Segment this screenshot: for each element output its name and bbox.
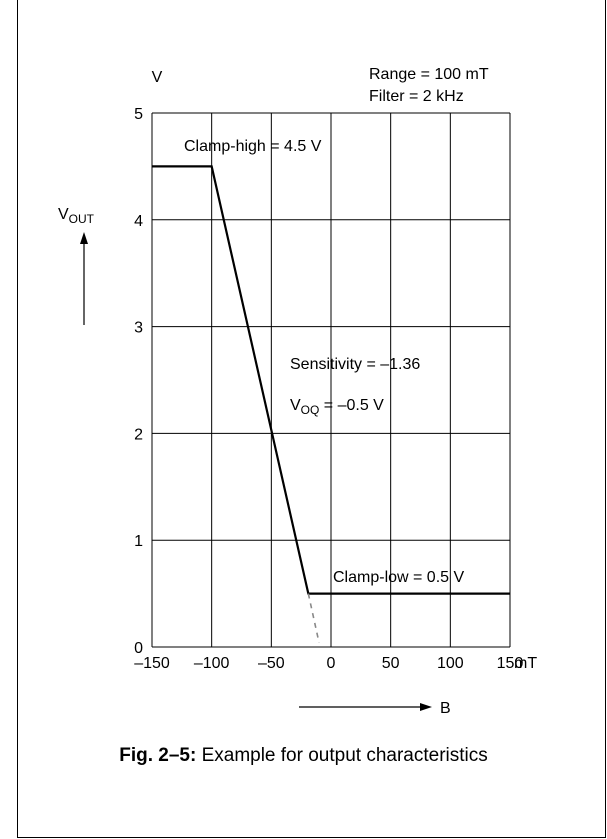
grid (151, 112, 511, 648)
series-group (152, 165, 510, 643)
x-tick-label: 50 (382, 655, 400, 672)
y-unit-label: V (152, 69, 163, 86)
figure-caption: Fig. 2–5: Example for output characteris… (0, 745, 607, 767)
range-annotation: Range = 100 mT (369, 66, 489, 83)
x-tick-label: 100 (437, 655, 464, 672)
voq-annotation: VOQ = –0.5 V (290, 397, 384, 417)
clamp-low-annotation: Clamp-low = 0.5 V (333, 569, 464, 586)
y-axis-arrow-head (80, 232, 88, 244)
y-axis-label-sub: OUT (69, 212, 95, 226)
output-characteristic-line (152, 165, 510, 595)
tick-labels: –150 –100 –50 0 50 100 150 0 1 2 3 4 5 (134, 106, 523, 672)
extrapolation-line (307, 593, 320, 643)
y-tick-label: 1 (134, 533, 143, 550)
x-tick-label: –100 (194, 655, 230, 672)
sensitivity-annotation: Sensitivity = –1.36 (290, 356, 420, 373)
voq-sub: OQ (301, 403, 320, 417)
x-tick-label: –50 (258, 655, 285, 672)
y-tick-label: 4 (134, 213, 143, 230)
caption-label: Fig. 2–5: (119, 745, 197, 766)
caption-text: Example for output characteristics (196, 745, 488, 766)
y-axis-label-main: V (58, 206, 69, 223)
clamp-high-annotation: Clamp-high = 4.5 V (184, 138, 322, 155)
voq-value: = –0.5 V (319, 397, 384, 414)
x-tick-label: 0 (327, 655, 336, 672)
y-axis-label: VOUT (58, 206, 95, 226)
x-unit-label: mT (514, 655, 537, 672)
voq-main: V (290, 397, 301, 414)
y-tick-label: 3 (134, 320, 143, 337)
y-tick-label: 5 (134, 106, 143, 123)
figure-frame (17, 0, 606, 838)
y-tick-label: 2 (134, 426, 143, 443)
x-axis-arrow-head (420, 703, 432, 711)
x-axis-label: B (440, 700, 451, 717)
filter-annotation: Filter = 2 kHz (369, 88, 464, 105)
y-tick-label: 0 (134, 640, 143, 657)
x-tick-label: 150 (497, 655, 524, 672)
x-tick-label: –150 (134, 655, 170, 672)
